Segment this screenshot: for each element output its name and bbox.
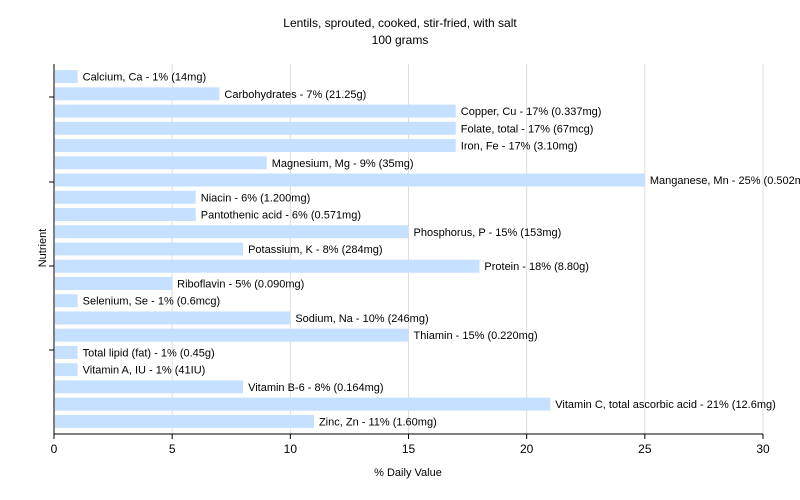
bar-data-label: Manganese, Mn - 25% (0.502mg): [650, 175, 800, 187]
bar-data-label: Zinc, Zn - 11% (1.60mg): [319, 416, 437, 428]
bar-data-label: Thiamin - 15% (0.220mg): [414, 330, 538, 342]
bar-data-label: Vitamin B-6 - 8% (0.164mg): [248, 382, 384, 394]
bar-data-label: Potassium, K - 8% (284mg): [248, 244, 382, 256]
bar: [55, 156, 267, 170]
bar: [55, 104, 456, 118]
bar-data-label: Total lipid (fat) - 1% (0.45g): [83, 347, 215, 359]
bar-data-label: Iron, Fe - 17% (3.10mg): [461, 141, 578, 153]
bar: [55, 121, 456, 135]
x-axis-title: % Daily Value: [374, 467, 442, 479]
chart-title: Lentils, sprouted, cooked, stir-fried, w…: [283, 16, 517, 30]
bar: [55, 208, 196, 222]
x-tick-label: 30: [756, 442, 770, 456]
bar: [55, 259, 480, 273]
x-tick-label: 0: [51, 442, 58, 456]
bar: [55, 190, 196, 204]
bar: [55, 311, 291, 325]
bar-data-label: Carbohydrates - 7% (21.25g): [224, 89, 366, 101]
x-tick-label: 25: [638, 442, 652, 456]
x-tick-label: 10: [284, 442, 298, 456]
bar: [55, 328, 409, 342]
bar: [55, 173, 645, 187]
x-tick-label: 20: [520, 442, 534, 456]
bar: [55, 70, 78, 84]
bar-data-label: Riboflavin - 5% (0.090mg): [177, 278, 304, 290]
x-tick-label: 5: [169, 442, 176, 456]
bar-data-label: Niacin - 6% (1.200mg): [201, 192, 310, 204]
x-tick-label: 15: [402, 442, 416, 456]
bar: [55, 225, 409, 239]
bar: [55, 87, 220, 101]
bar: [55, 242, 244, 256]
chart-subtitle: 100 grams: [372, 33, 429, 47]
bar: [55, 414, 314, 428]
bar: [55, 345, 78, 359]
bar-data-label: Protein - 18% (8.80g): [484, 261, 589, 273]
axes-group: 0 5 10 15 20 25 30: [49, 64, 770, 456]
bar-data-label: Copper, Cu - 17% (0.337mg): [461, 106, 602, 118]
bar-data-label: Pantothenic acid - 6% (0.571mg): [201, 210, 361, 222]
bar: [55, 397, 551, 411]
bars-group: Calcium, Ca - 1% (14mg) Carbohydrates - 7…: [55, 70, 800, 428]
bar: [55, 276, 173, 290]
bar: [55, 363, 78, 377]
bar: [55, 294, 78, 308]
y-axis-title: Nutrient: [37, 229, 49, 268]
bar-data-label: Phosphorus, P - 15% (153mg): [414, 227, 562, 239]
bar-data-label: Sodium, Na - 10% (246mg): [295, 313, 428, 325]
bar-data-label: Vitamin C, total ascorbic acid - 21% (12…: [555, 399, 776, 411]
bar-data-label: Vitamin A, IU - 1% (41IU): [83, 365, 206, 377]
bar-data-label: Selenium, Se - 1% (0.6mcg): [83, 296, 221, 308]
bar-data-label: Magnesium, Mg - 9% (35mg): [272, 158, 414, 170]
bar: [55, 380, 244, 394]
bar: [55, 139, 456, 153]
bar-data-label: Folate, total - 17% (67mcg): [461, 123, 594, 135]
bar-data-label: Calcium, Ca - 1% (14mg): [83, 72, 206, 84]
